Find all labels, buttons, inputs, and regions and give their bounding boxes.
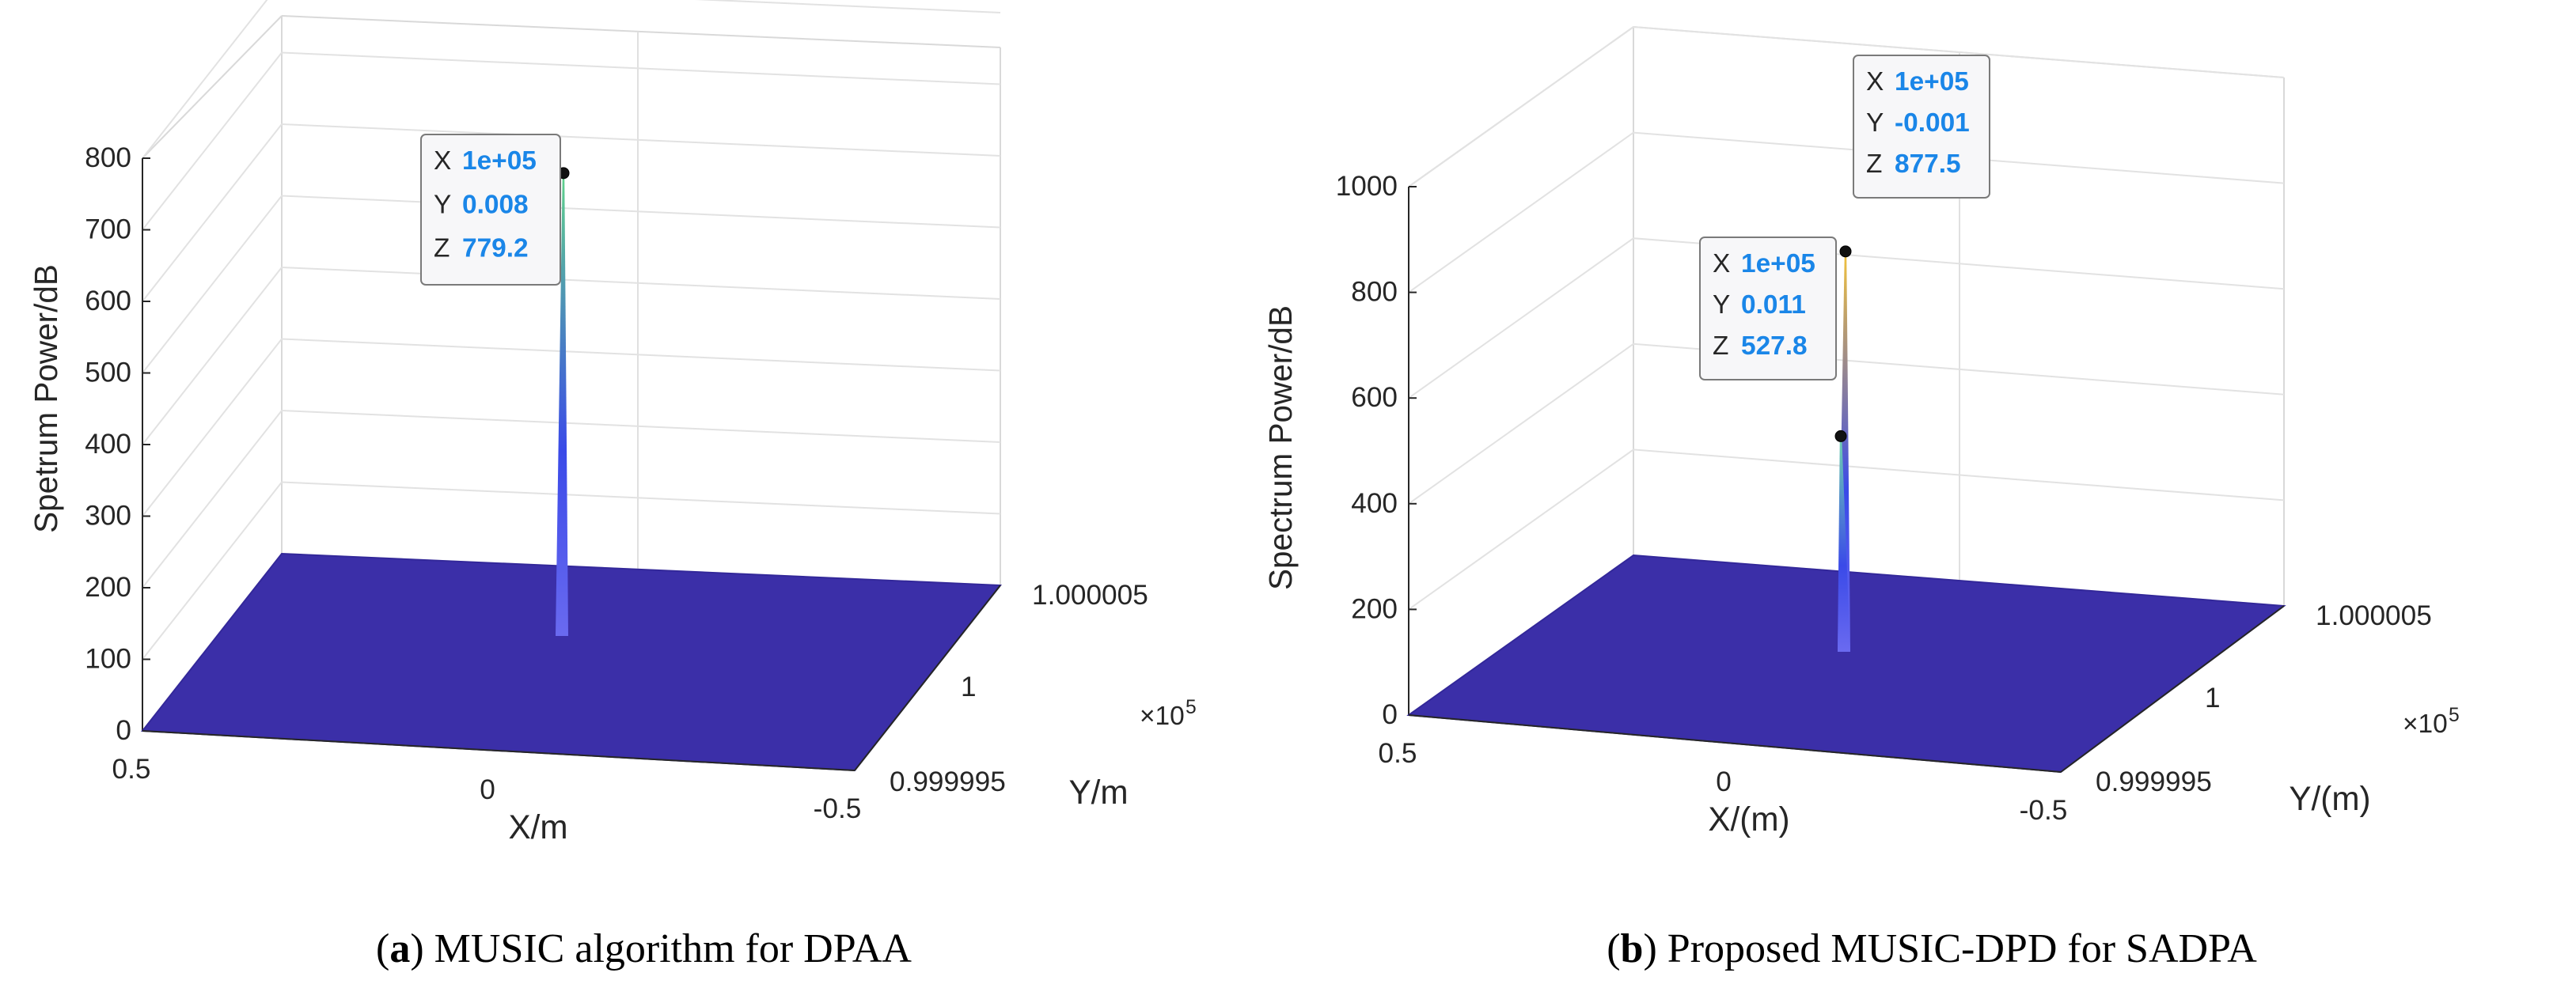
z-tick-label: 400 — [85, 429, 131, 460]
z-tick-label: 100 — [85, 644, 131, 675]
z-gridline — [142, 123, 1001, 302]
z-gridline — [1408, 449, 2285, 611]
z-gridline — [1408, 131, 2285, 293]
y-axis-line — [2060, 605, 2285, 773]
datatip-box — [1699, 237, 1837, 380]
datatip-value: 0.008 — [462, 190, 529, 219]
chart-b: 0 200 400 600 800 1000 0.5 0 -0.5 0.999995 1 1.0000… — [1262, 25, 2460, 838]
z-gridline — [142, 338, 1001, 517]
y-multiplier: ×10 — [2403, 710, 2448, 739]
spectrum-peak — [556, 172, 568, 637]
datatip-value: 1e+05 — [462, 146, 537, 176]
z-tick-label: 700 — [85, 214, 131, 245]
caption-a: (a) MUSIC algorithm for DPAA — [376, 926, 912, 971]
y-tick-label: 1 — [2205, 683, 2221, 713]
y-axis-line — [854, 585, 1001, 771]
caption-a-text: MUSIC algorithm for DPAA — [434, 926, 912, 971]
z-gridline — [142, 409, 1001, 589]
x-tick-label: 0 — [1716, 766, 1732, 797]
y-tick-label: 0.999995 — [2096, 766, 2212, 797]
y-tick-label: 1 — [961, 672, 977, 702]
datatip-box — [420, 134, 561, 286]
datatip-key: Z — [434, 234, 450, 263]
back-wall-top-edge — [281, 15, 1001, 48]
peak-datatip-marker — [1839, 245, 1852, 258]
x-tick-label: 0.5 — [112, 754, 151, 785]
z-tick-label: 0 — [116, 715, 131, 746]
datatip-value: 1e+05 — [1895, 67, 1969, 97]
y-axis-label: Y/m — [1068, 774, 1128, 811]
y-tick-label: 0.999995 — [890, 766, 1006, 797]
y-multiplier-exponent: 5 — [2449, 705, 2460, 726]
datatip-value: 527.8 — [1741, 331, 1808, 361]
x-axis-line — [1408, 714, 2062, 773]
datatip-value: 0.011 — [1741, 290, 1806, 320]
z-gridline — [142, 481, 1001, 660]
datatip-key: Z — [1713, 331, 1728, 361]
z-axis-label: Spectrum Power/dB — [1262, 305, 1299, 590]
x-axis-line — [142, 730, 856, 771]
z-gridline — [1408, 343, 2285, 505]
y-tick-label: 1.000005 — [1032, 580, 1148, 611]
y-axis-label: Y/(m) — [2289, 780, 2370, 817]
datatip-key: Y — [1713, 290, 1730, 320]
x-tick-label: 0 — [480, 774, 495, 805]
datatip-value: 779.2 — [462, 234, 529, 263]
z-gridline — [1408, 237, 2285, 399]
z-gridline — [1408, 25, 2285, 187]
y-tick-label: 1.000005 — [2316, 600, 2432, 631]
side-wall-top-edge — [142, 15, 283, 159]
z-axis-label: Spetrum Power/dB — [28, 264, 64, 533]
caption-b-text: Proposed MUSIC-DPD for SADPA — [1667, 926, 2257, 971]
datatip-key: Y — [434, 190, 451, 219]
z-tick-label: 600 — [85, 286, 131, 316]
z-tick-label: 200 — [85, 572, 131, 603]
x-axis-label: X/(m) — [1708, 801, 1789, 838]
caption-a-letter: a — [389, 926, 411, 971]
datatip-value: 1e+05 — [1741, 249, 1815, 278]
z-tick-label: 800 — [1351, 277, 1398, 308]
z-gridline — [142, 195, 1001, 374]
y-multiplier-exponent: 5 — [1186, 697, 1197, 718]
z-tick-label: 300 — [85, 501, 131, 532]
datatip-key: X — [434, 146, 451, 176]
z-tick-label: 800 — [85, 142, 131, 173]
datatip-key: Y — [1866, 108, 1884, 138]
x-tick-label: -0.5 — [814, 793, 862, 824]
datatip-key: Z — [1866, 150, 1882, 179]
y-multiplier: ×10 — [1140, 702, 1185, 731]
panel-a: 0 100 200 300 400 500 600 700 800 0.5 0 -0.5 0.99999… — [28, 0, 1197, 971]
z-gridline — [142, 0, 1001, 159]
panel-b: 0 200 400 600 800 1000 0.5 0 -0.5 0.999995 1 1.0000… — [1262, 0, 2576, 1003]
z-tick-label: 500 — [85, 358, 131, 388]
chart-a: 0 100 200 300 400 500 600 700 800 0.5 0 -0.5 0.99999… — [28, 0, 1197, 846]
datatip-key: X — [1866, 67, 1884, 97]
datatip-value: -0.001 — [1895, 108, 1970, 138]
z-tick-label: 0 — [1382, 699, 1398, 730]
datatip-box — [1853, 55, 1990, 199]
z-tick-label: 200 — [1351, 593, 1398, 624]
datatip-key: X — [1713, 249, 1730, 278]
z-tick-label: 600 — [1351, 382, 1398, 413]
x-tick-label: 0.5 — [1379, 738, 1417, 769]
caption-b-letter: b — [1620, 926, 1644, 971]
peak-datatip-marker — [1834, 430, 1847, 442]
x-axis-label: X/m — [508, 808, 567, 846]
datatip-value: 877.5 — [1895, 150, 1961, 179]
z-tick-label: 400 — [1351, 488, 1398, 519]
caption-b: (b) Proposed MUSIC-DPD for SADPA — [1607, 926, 2257, 971]
z-gridline — [142, 51, 1001, 231]
z-tick-label: 1000 — [1336, 171, 1398, 202]
spectrum-peak — [1838, 436, 1850, 652]
x-tick-label: -0.5 — [2020, 795, 2068, 826]
z-gridline — [142, 266, 1001, 445]
